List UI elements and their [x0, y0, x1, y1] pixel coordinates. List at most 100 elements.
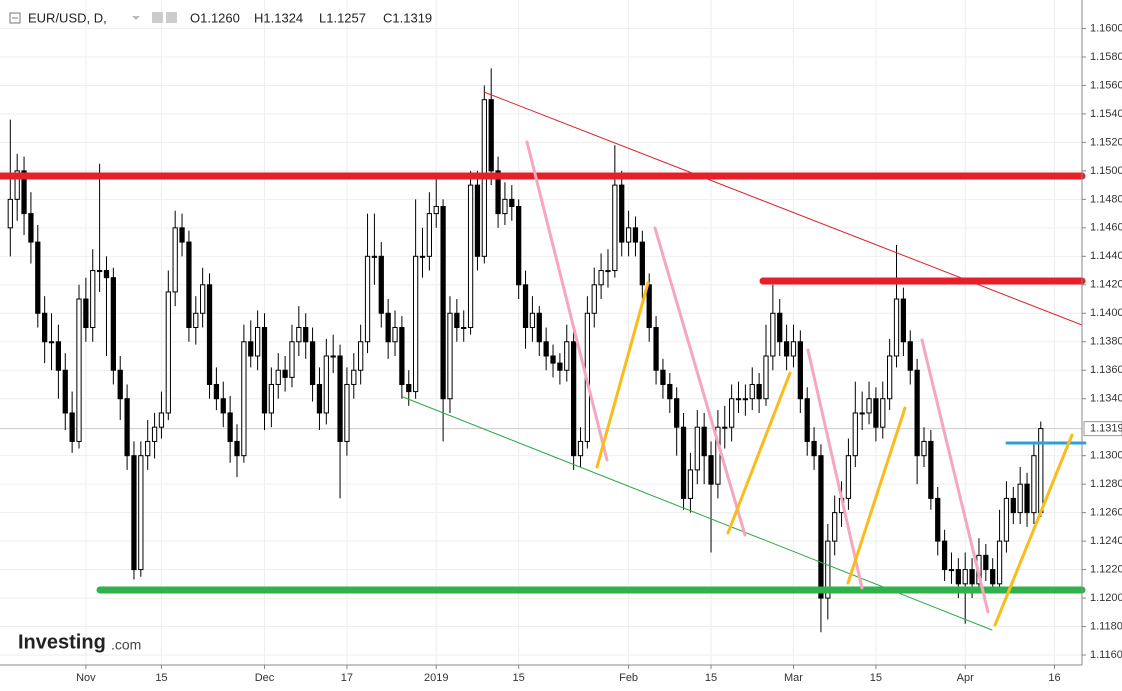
- last-price-label: 1.1319: [1090, 423, 1122, 435]
- axis-labels: 1.1160 1.1180 1.1200 1.1220 1.1240 1.1260 1.12…: [76, 22, 1122, 684]
- ohlc-open: O1.1260: [190, 10, 240, 25]
- candle-body: [941, 540, 948, 571]
- candle-body: [694, 426, 700, 471]
- x-tick-label: 15: [705, 672, 717, 684]
- candle-body: [461, 327, 467, 330]
- candle-body: [55, 341, 62, 371]
- candle-body: [516, 205, 522, 286]
- orange-stroke: [846, 406, 907, 585]
- candle-body: [172, 227, 178, 293]
- candle-body: [241, 341, 247, 457]
- candle-body: [103, 270, 110, 279]
- orange-stroke: [726, 371, 792, 535]
- candle-body: [344, 383, 350, 442]
- candle-layer: [7, 68, 1044, 633]
- settings-icon[interactable]: [152, 12, 163, 23]
- candle-body: [783, 341, 790, 357]
- candle-body: [62, 369, 68, 414]
- candle-body: [145, 440, 151, 457]
- candle-body: [832, 512, 838, 542]
- candle-body: [859, 412, 865, 415]
- candle-body: [495, 170, 501, 215]
- x-tick-label: Apr: [957, 672, 974, 684]
- candle-body: [948, 569, 955, 572]
- candle-body: [138, 455, 144, 571]
- orange-stroke: [993, 433, 1074, 627]
- candle-body: [96, 270, 103, 273]
- candle-body: [220, 398, 226, 414]
- candle-body: [186, 241, 192, 329]
- candle-body: [419, 255, 426, 258]
- candle-body: [371, 255, 378, 258]
- candle-body: [502, 198, 508, 215]
- y-tick-label: 1.1200: [1090, 592, 1122, 604]
- y-tick-label: 1.1420: [1090, 279, 1122, 291]
- candle-body: [674, 398, 680, 428]
- candle-body: [921, 440, 927, 457]
- x-tick-label: 15: [513, 672, 525, 684]
- candle-body: [797, 341, 803, 400]
- candle-body: [268, 383, 274, 414]
- candle-body: [632, 227, 639, 243]
- candle-body: [625, 227, 632, 243]
- y-tick-label: 1.1280: [1090, 478, 1122, 490]
- y-tick-label: 1.1540: [1090, 108, 1122, 120]
- pink-stroke: [806, 348, 864, 590]
- candle-body: [426, 213, 432, 257]
- candle-body: [969, 569, 975, 585]
- candle-body: [117, 369, 123, 400]
- candle-body: [557, 362, 563, 371]
- candle-body: [790, 341, 797, 357]
- candle-body: [990, 569, 996, 585]
- candle-body: [983, 554, 989, 571]
- y-tick-label: 1.1300: [1090, 450, 1122, 462]
- watermark-domain: .com: [111, 637, 141, 653]
- candle-body: [337, 355, 343, 442]
- orange-stroke: [595, 281, 650, 469]
- candle-body: [529, 312, 536, 329]
- collapse-icon[interactable]: [9, 12, 21, 24]
- trend-line: [483, 91, 1083, 326]
- candle-body: [392, 327, 398, 343]
- close-icon[interactable]: [166, 12, 177, 23]
- candle-body: [646, 284, 652, 329]
- candle-body: [880, 398, 886, 428]
- candle-body: [577, 440, 584, 457]
- candle-body: [158, 412, 165, 428]
- candle-body: [131, 455, 137, 571]
- candle-body: [687, 469, 694, 499]
- candle-body: [440, 205, 446, 400]
- pink-stroke: [920, 338, 990, 614]
- dropdown-icon[interactable]: [132, 16, 140, 20]
- candle-body: [28, 213, 34, 243]
- candle-body: [756, 383, 762, 400]
- x-tick-label: 17: [341, 672, 353, 684]
- x-tick-label: 16: [1048, 672, 1060, 684]
- y-tick-label: 1.1400: [1090, 307, 1122, 319]
- candle-body: [612, 184, 618, 272]
- candle-body: [1024, 483, 1030, 514]
- candle-body: [660, 369, 666, 385]
- candle-body: [763, 355, 769, 400]
- candle-body: [928, 440, 934, 499]
- candle-body: [742, 398, 749, 401]
- y-tick-label: 1.1220: [1090, 563, 1122, 575]
- candle-body: [701, 426, 707, 457]
- candle-body: [364, 255, 371, 343]
- candle-body: [399, 327, 405, 385]
- candle-body: [735, 398, 742, 401]
- y-tick-label: 1.1580: [1090, 51, 1122, 63]
- candle-body: [48, 341, 55, 344]
- ohlc-low: L1.1257: [319, 10, 366, 25]
- candle-body: [296, 327, 302, 343]
- candle-body: [90, 270, 96, 329]
- candle-body: [248, 341, 254, 357]
- x-tick-label: 2019: [424, 672, 448, 684]
- candle-body: [543, 341, 549, 357]
- candle-body: [598, 270, 604, 286]
- candle-body: [852, 412, 858, 457]
- candle-body: [667, 383, 673, 400]
- candle-body: [378, 255, 384, 314]
- candle-body: [213, 383, 220, 400]
